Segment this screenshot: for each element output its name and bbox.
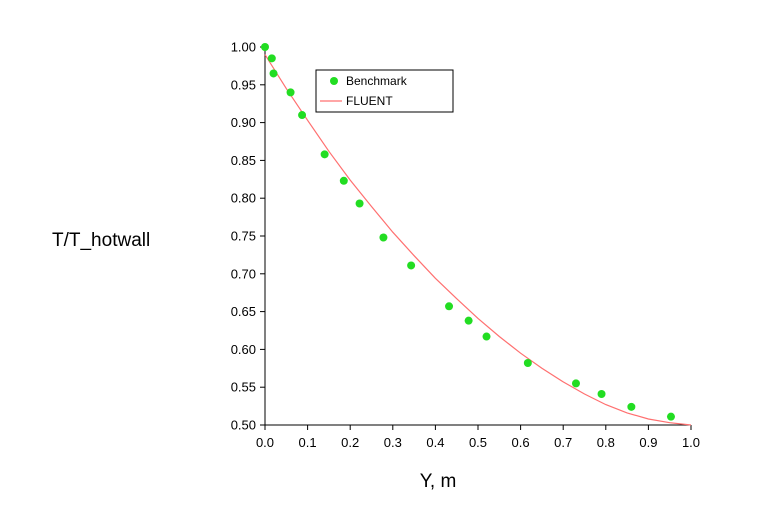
x-axis-title: Y, m (420, 471, 457, 492)
fluent-curve (264, 54, 692, 426)
x-tick-label: 0.6 (512, 435, 530, 450)
y-tick-label: 0.55 (231, 380, 256, 395)
benchmark-point (339, 176, 348, 185)
legend: Benchmark FLUENT (315, 69, 454, 113)
benchmark-point (627, 402, 636, 411)
benchmark-point (286, 88, 295, 97)
benchmark-point (298, 111, 307, 120)
legend-label-benchmark: Benchmark (346, 74, 408, 88)
benchmark-point (407, 261, 416, 270)
x-tick-label: 1.0 (682, 435, 700, 450)
x-tick-label: 0.5 (469, 435, 487, 450)
benchmark-point (379, 233, 388, 242)
legend-label-fluent: FLUENT (346, 94, 393, 108)
y-tick-label: 0.70 (231, 266, 256, 281)
x-tick-label: 0.9 (639, 435, 657, 450)
y-tick-label: 1.00 (231, 40, 256, 55)
benchmark-point (523, 359, 532, 368)
y-tick-label: 0.75 (231, 229, 256, 244)
y-tick-label: 0.90 (231, 115, 256, 130)
legend-marker-benchmark (330, 77, 338, 85)
x-tick-label: 0.0 (256, 435, 274, 450)
series-layer (261, 43, 692, 426)
y-tick-label: 0.65 (231, 304, 256, 319)
benchmark-point (482, 332, 491, 341)
y-axis-title: T/T_hotwall (52, 230, 150, 251)
y-axis-ticks: 0.50 0.55 0.60 0.65 0.70 0.75 0.80 0.85 0.90 0.95… (231, 40, 265, 433)
x-axis-ticks: 0.0 0.1 0.2 0.3 0.4 0.5 0.6 0.7 0.8 0.9 1.0 (256, 425, 700, 450)
benchmark-point (269, 69, 278, 78)
benchmark-point (267, 54, 276, 63)
x-tick-label: 0.2 (341, 435, 359, 450)
legend-box (315, 69, 454, 113)
benchmark-point (666, 412, 675, 421)
benchmark-point (320, 150, 329, 159)
x-tick-label: 0.8 (597, 435, 615, 450)
y-tick-label: 0.95 (231, 77, 256, 92)
y-tick-label: 0.85 (231, 153, 256, 168)
benchmark-point (355, 199, 364, 208)
y-tick-label: 0.60 (231, 342, 256, 357)
x-tick-label: 0.1 (299, 435, 317, 450)
benchmark-point (597, 390, 606, 399)
benchmark-point (571, 379, 580, 388)
x-tick-label: 0.7 (554, 435, 572, 450)
benchmark-point (445, 302, 454, 311)
benchmark-point (464, 316, 473, 325)
y-tick-label: 0.80 (231, 191, 256, 206)
benchmark-point (261, 43, 269, 51)
y-tick-label: 0.50 (231, 418, 256, 433)
x-tick-label: 0.4 (426, 435, 444, 450)
x-tick-label: 0.3 (384, 435, 402, 450)
